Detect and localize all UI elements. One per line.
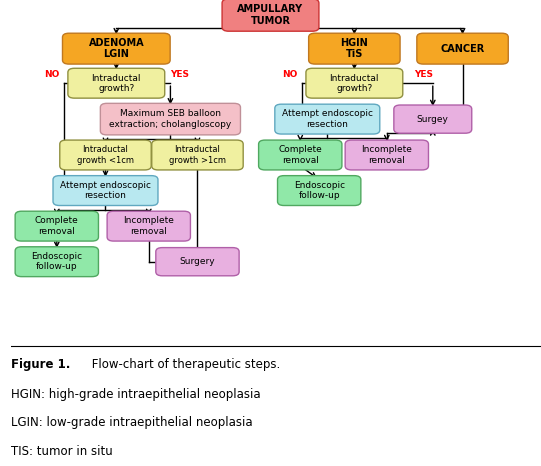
Text: Incomplete
removal: Incomplete removal [361,145,412,164]
FancyBboxPatch shape [306,69,403,98]
Text: Endoscopic
follow-up: Endoscopic follow-up [294,181,345,200]
Text: Attempt endoscopic
resection: Attempt endoscopic resection [60,181,151,200]
Text: Maximum SEB balloon
extraction; cholangloscopy: Maximum SEB balloon extraction; cholangl… [109,110,232,129]
Text: Intraductal
growth?: Intraductal growth? [329,74,379,93]
FancyBboxPatch shape [222,0,319,31]
Text: YES: YES [170,70,189,79]
Text: AMPULLARY
TUMOR: AMPULLARY TUMOR [237,4,304,26]
FancyBboxPatch shape [60,140,151,170]
FancyBboxPatch shape [259,140,342,170]
FancyBboxPatch shape [417,33,509,64]
Text: Endoscopic
follow-up: Endoscopic follow-up [31,252,82,271]
Text: HGIN: high-grade intraepithelial neoplasia: HGIN: high-grade intraepithelial neoplas… [11,388,260,401]
FancyBboxPatch shape [308,33,400,64]
FancyBboxPatch shape [100,103,240,135]
Text: Complete
removal: Complete removal [279,145,322,164]
FancyBboxPatch shape [63,33,170,64]
Text: CANCER: CANCER [440,44,485,54]
Text: Surgey: Surgey [417,115,448,123]
FancyBboxPatch shape [53,176,158,206]
Text: ADENOMA
LGIN: ADENOMA LGIN [89,38,144,60]
Text: HGIN
TiS: HGIN TiS [340,38,368,60]
FancyBboxPatch shape [15,247,98,277]
Text: Intraductal
growth?: Intraductal growth? [91,74,141,93]
FancyBboxPatch shape [151,140,243,170]
Text: TIS: tumor in situ: TIS: tumor in situ [11,445,113,458]
FancyBboxPatch shape [156,247,239,276]
Text: Flow-chart of therapeutic steps.: Flow-chart of therapeutic steps. [88,358,280,371]
Text: Surgery: Surgery [180,257,215,266]
FancyBboxPatch shape [107,211,190,241]
Text: Intraductal
growth <1cm: Intraductal growth <1cm [77,145,134,164]
Text: Attempt endoscopic
resection: Attempt endoscopic resection [282,110,373,129]
Text: Complete
removal: Complete removal [35,216,78,236]
Text: Figure 1.: Figure 1. [11,358,70,371]
Text: Intraductal
growth >1cm: Intraductal growth >1cm [169,145,226,164]
FancyBboxPatch shape [15,211,98,241]
Text: NO: NO [44,70,60,79]
FancyBboxPatch shape [68,69,164,98]
Text: YES: YES [414,70,433,79]
FancyBboxPatch shape [278,176,361,206]
FancyBboxPatch shape [345,140,428,170]
Text: NO: NO [282,70,298,79]
FancyBboxPatch shape [275,104,380,134]
FancyBboxPatch shape [394,105,472,133]
Text: LGIN: low-grade intraepithelial neoplasia: LGIN: low-grade intraepithelial neoplasi… [11,417,253,430]
Text: Incomplete
removal: Incomplete removal [123,216,174,236]
